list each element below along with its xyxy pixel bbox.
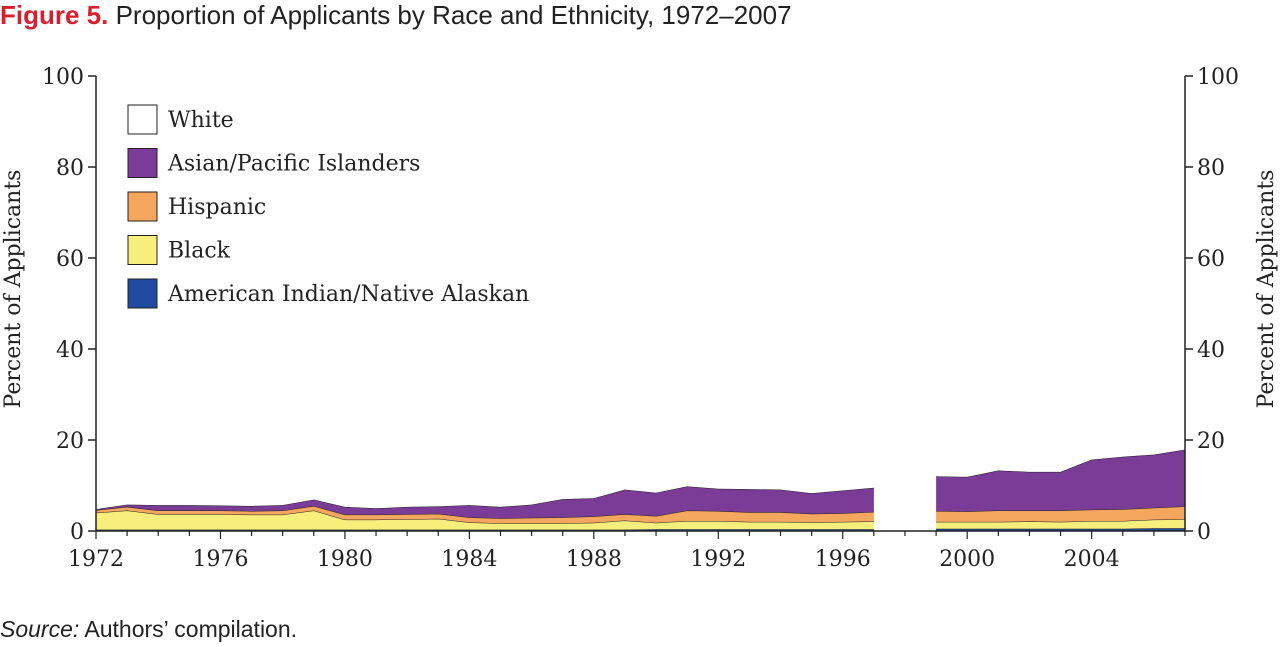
x-tick-label-1976: 1976 xyxy=(192,547,248,572)
figure-title-text: Proportion of Applicants by Race and Eth… xyxy=(115,0,792,30)
y-tick-label-left-60: 60 xyxy=(56,247,84,272)
legend-swatch-hispanic xyxy=(127,191,158,222)
x-tick-label-1996: 1996 xyxy=(815,547,871,572)
boundary-hispanic-segment-0 xyxy=(95,505,874,519)
legend-label-white: White xyxy=(168,108,234,133)
y-tick-label-right-0: 0 xyxy=(1197,520,1211,545)
source-note: Source: Authors’ compilation. xyxy=(0,616,297,643)
boundary-black-segment-1 xyxy=(936,518,1186,523)
area-layers xyxy=(95,76,1186,531)
legend-label-hispanic: Hispanic xyxy=(168,195,266,220)
x-tick-label-1980: 1980 xyxy=(317,547,373,572)
legend-swatch-native xyxy=(127,278,158,309)
y-tick-label-left-40: 40 xyxy=(56,338,84,363)
x-tick-label-1992: 1992 xyxy=(690,547,746,572)
y-axis-label-right: Percent of Applicants xyxy=(1254,170,1279,409)
area-chart: 0 0 20 20 40 40 60 60 80 80 100 100 1972 1976 1980 1984… xyxy=(1,65,1279,572)
legend-label-black: Black xyxy=(168,239,231,264)
y-tick-label-left-80: 80 xyxy=(56,156,84,181)
area-asian-segment-1 xyxy=(936,449,1185,512)
y-tick-label-right-60: 60 xyxy=(1197,247,1225,272)
y-tick-label-left-20: 20 xyxy=(56,429,84,454)
y-tick-label-right-80: 80 xyxy=(1197,156,1225,181)
source-label: Source: xyxy=(0,616,80,642)
legend-swatch-asian xyxy=(127,148,158,178)
legend-label-asian: Asian/Pacific Islanders xyxy=(167,152,420,177)
x-tick-label-2000: 2000 xyxy=(939,547,995,572)
x-tick-label-1972: 1972 xyxy=(68,547,124,572)
source-text: Authors’ compilation. xyxy=(84,616,298,642)
y-axis-label-left: Percent of Applicants xyxy=(1,170,26,409)
area-hispanic-segment-0 xyxy=(96,506,874,524)
area-white-segment-0 xyxy=(96,76,874,510)
y-tick-label-left-100: 100 xyxy=(42,65,84,90)
x-tick-label-2004: 2004 xyxy=(1064,547,1120,572)
area-black-segment-1 xyxy=(936,519,1185,529)
area-asian-segment-0 xyxy=(96,486,874,519)
y-tick-label-right-40: 40 xyxy=(1197,338,1225,363)
x-tick-label-1988: 1988 xyxy=(566,547,622,572)
area-white-segment-1 xyxy=(936,76,1185,477)
y-tick-label-right-100: 100 xyxy=(1197,65,1239,90)
y-tick-label-right-20: 20 xyxy=(1197,429,1225,454)
figure-label: Figure 5. xyxy=(0,0,109,30)
y-tick-label-left-0: 0 xyxy=(70,520,84,545)
legend: White Asian/Pacific Islanders Hispanic Blac… xyxy=(127,104,529,309)
legend-swatch-black xyxy=(127,235,158,265)
axes: 0 0 20 20 40 40 60 60 80 80 100 100 1972 1976 1980 1984… xyxy=(42,65,1239,572)
legend-swatch-white xyxy=(127,104,158,135)
figure-title: Figure 5. Proportion of Applicants by Ra… xyxy=(0,0,792,31)
legend-label-native: American Indian/Native Alaskan xyxy=(167,282,529,307)
x-tick-label-1984: 1984 xyxy=(441,547,497,572)
area-black-segment-0 xyxy=(96,510,874,530)
area-hispanic-segment-1 xyxy=(936,506,1185,522)
